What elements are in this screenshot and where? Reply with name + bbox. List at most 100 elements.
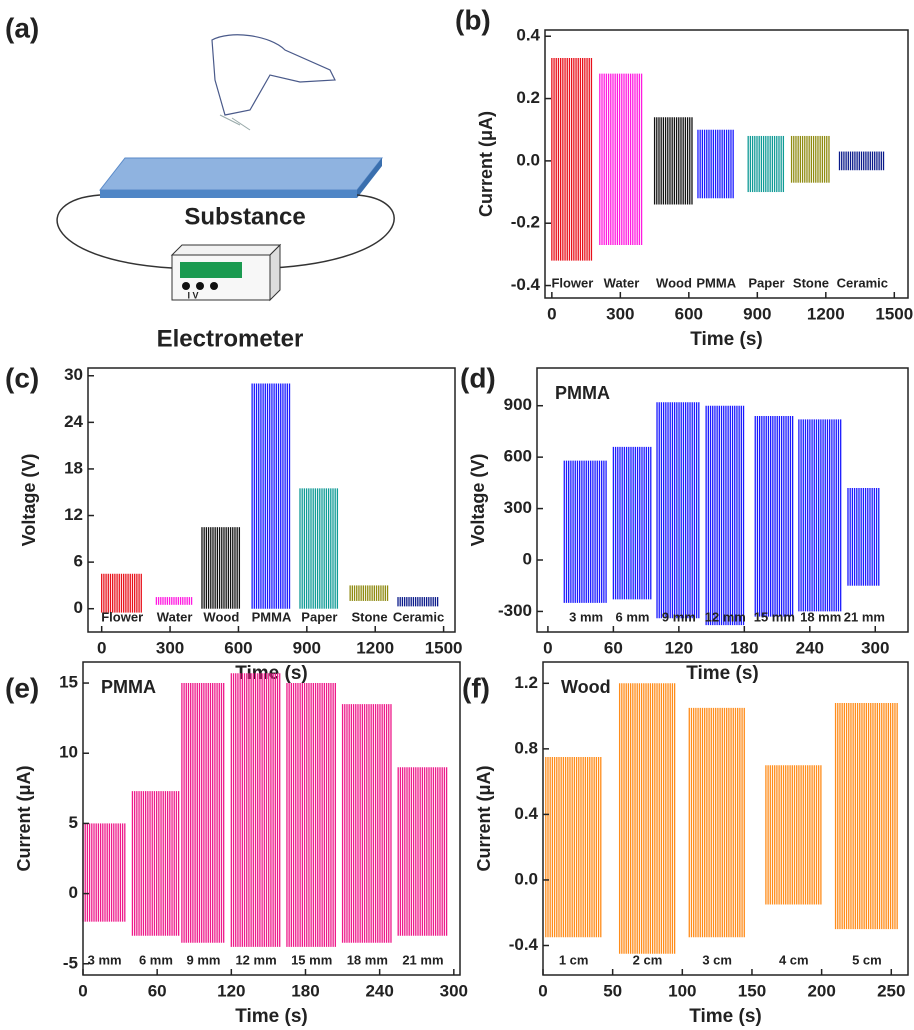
- x-tick-label: 300: [440, 981, 468, 1000]
- segment: [754, 416, 794, 617]
- segment: [230, 673, 281, 947]
- y-tick-label: 0.8: [514, 738, 538, 757]
- y-tick-label: 0: [69, 883, 78, 902]
- meter-knob: [182, 282, 190, 290]
- segment: [656, 402, 700, 619]
- substance-side: [100, 190, 357, 198]
- annotation: PMMA: [101, 677, 156, 697]
- x-tick-label: 60: [604, 638, 623, 657]
- x-tick-label: 300: [156, 638, 184, 657]
- plot-frame: [544, 29, 909, 299]
- y-axis-label: Current (μA): [14, 765, 34, 871]
- x-tick-label: 1200: [807, 304, 845, 323]
- segment: [612, 446, 652, 600]
- x-tick-label: 0: [543, 638, 552, 657]
- y-axis-label: Current (μA): [476, 111, 496, 217]
- x-axis-label: Time (s): [689, 1006, 762, 1027]
- segment-label: 12 mm: [705, 609, 746, 624]
- segment-label: 4 cm: [779, 952, 809, 967]
- segment: [838, 151, 885, 171]
- y-tick-label: 900: [504, 395, 532, 414]
- segment: [299, 488, 339, 609]
- x-tick-label: 1500: [875, 304, 913, 323]
- segment: [181, 683, 225, 943]
- segment-label: Stone: [351, 609, 387, 624]
- segment: [798, 419, 842, 612]
- y-tick-label: 0.2: [516, 88, 540, 107]
- meter-screen: [180, 262, 242, 278]
- y-tick-label: 15: [59, 673, 78, 692]
- segment-label: 15 mm: [754, 609, 795, 624]
- plot-frame: [536, 367, 909, 633]
- segment-label: 3 mm: [88, 952, 122, 967]
- x-tick-label: 250: [877, 981, 905, 1000]
- panel-label: (f): [462, 672, 490, 703]
- meter-label: I V: [187, 290, 198, 300]
- segment: [847, 488, 880, 586]
- plot-frame: [82, 661, 461, 976]
- y-tick-label: 0.0: [516, 150, 540, 169]
- annotation: Wood: [561, 677, 611, 697]
- y-tick-label: -300: [498, 601, 532, 620]
- electrometer-label: Electrometer: [157, 325, 304, 352]
- y-tick-label: 0: [523, 549, 532, 568]
- substance-top: [98, 157, 384, 191]
- x-tick-label: 100: [668, 981, 696, 1000]
- hair-dryer: [211, 34, 336, 116]
- x-tick-label: 900: [743, 304, 771, 323]
- x-tick-label: 0: [547, 304, 556, 323]
- segment-label: 15 mm: [291, 952, 332, 967]
- x-tick-label: 180: [730, 638, 758, 657]
- x-tick-label: 120: [665, 638, 693, 657]
- panel-label: (a): [5, 12, 39, 43]
- segment-label: Paper: [748, 275, 784, 290]
- x-axis-label: Time (s): [235, 1006, 308, 1027]
- segment-label: Water: [157, 609, 193, 624]
- y-tick-label: 0.4: [514, 804, 538, 823]
- air-flow: [219, 114, 251, 131]
- segment: [551, 58, 593, 261]
- x-tick-label: 600: [224, 638, 252, 657]
- x-axis-label: Time (s): [690, 329, 763, 350]
- substance-end: [357, 158, 382, 198]
- segment-label: 3 cm: [702, 952, 732, 967]
- segment-label: 1 cm: [559, 952, 589, 967]
- segment-label: 21 mm: [402, 952, 443, 967]
- annotation: PMMA: [555, 383, 610, 403]
- segment: [765, 765, 822, 905]
- y-tick-label: 12: [64, 505, 83, 524]
- segment: [155, 597, 193, 605]
- meter-knob: [196, 282, 204, 290]
- diagram-a: (a) I V Substance Electrometer: [5, 12, 395, 352]
- segment-label: 18 mm: [800, 609, 841, 624]
- substance-label: Substance: [184, 203, 305, 230]
- y-tick-label: 30: [64, 365, 83, 384]
- segment-label: Ceramic: [393, 609, 444, 624]
- y-axis-label: Voltage (V): [468, 454, 488, 547]
- y-axis-label: Current (μA): [474, 765, 494, 871]
- segment: [618, 683, 676, 954]
- y-tick-label: 5: [69, 813, 78, 832]
- segment: [82, 823, 126, 922]
- segment: [697, 129, 734, 199]
- x-tick-label: 0: [97, 638, 106, 657]
- x-tick-label: 120: [217, 981, 245, 1000]
- x-tick-label: 1500: [425, 638, 463, 657]
- x-tick-label: 60: [148, 981, 167, 1000]
- segment: [101, 573, 142, 613]
- y-tick-label: 600: [504, 447, 532, 466]
- segment: [251, 383, 291, 609]
- segment-label: Wood: [656, 275, 692, 290]
- x-axis-label: Time (s): [686, 663, 759, 684]
- segment: [653, 117, 693, 205]
- segment-label: Flower: [551, 275, 593, 290]
- x-tick-label: 1200: [356, 638, 394, 657]
- x-tick-label: 50: [603, 981, 622, 1000]
- y-axis-label: Voltage (V): [19, 454, 39, 547]
- y-tick-label: 0: [74, 598, 83, 617]
- segment: [397, 597, 439, 607]
- segment: [790, 135, 830, 183]
- panel-label: (b): [455, 4, 491, 35]
- y-tick-label: -0.4: [511, 275, 541, 294]
- x-tick-label: 900: [293, 638, 321, 657]
